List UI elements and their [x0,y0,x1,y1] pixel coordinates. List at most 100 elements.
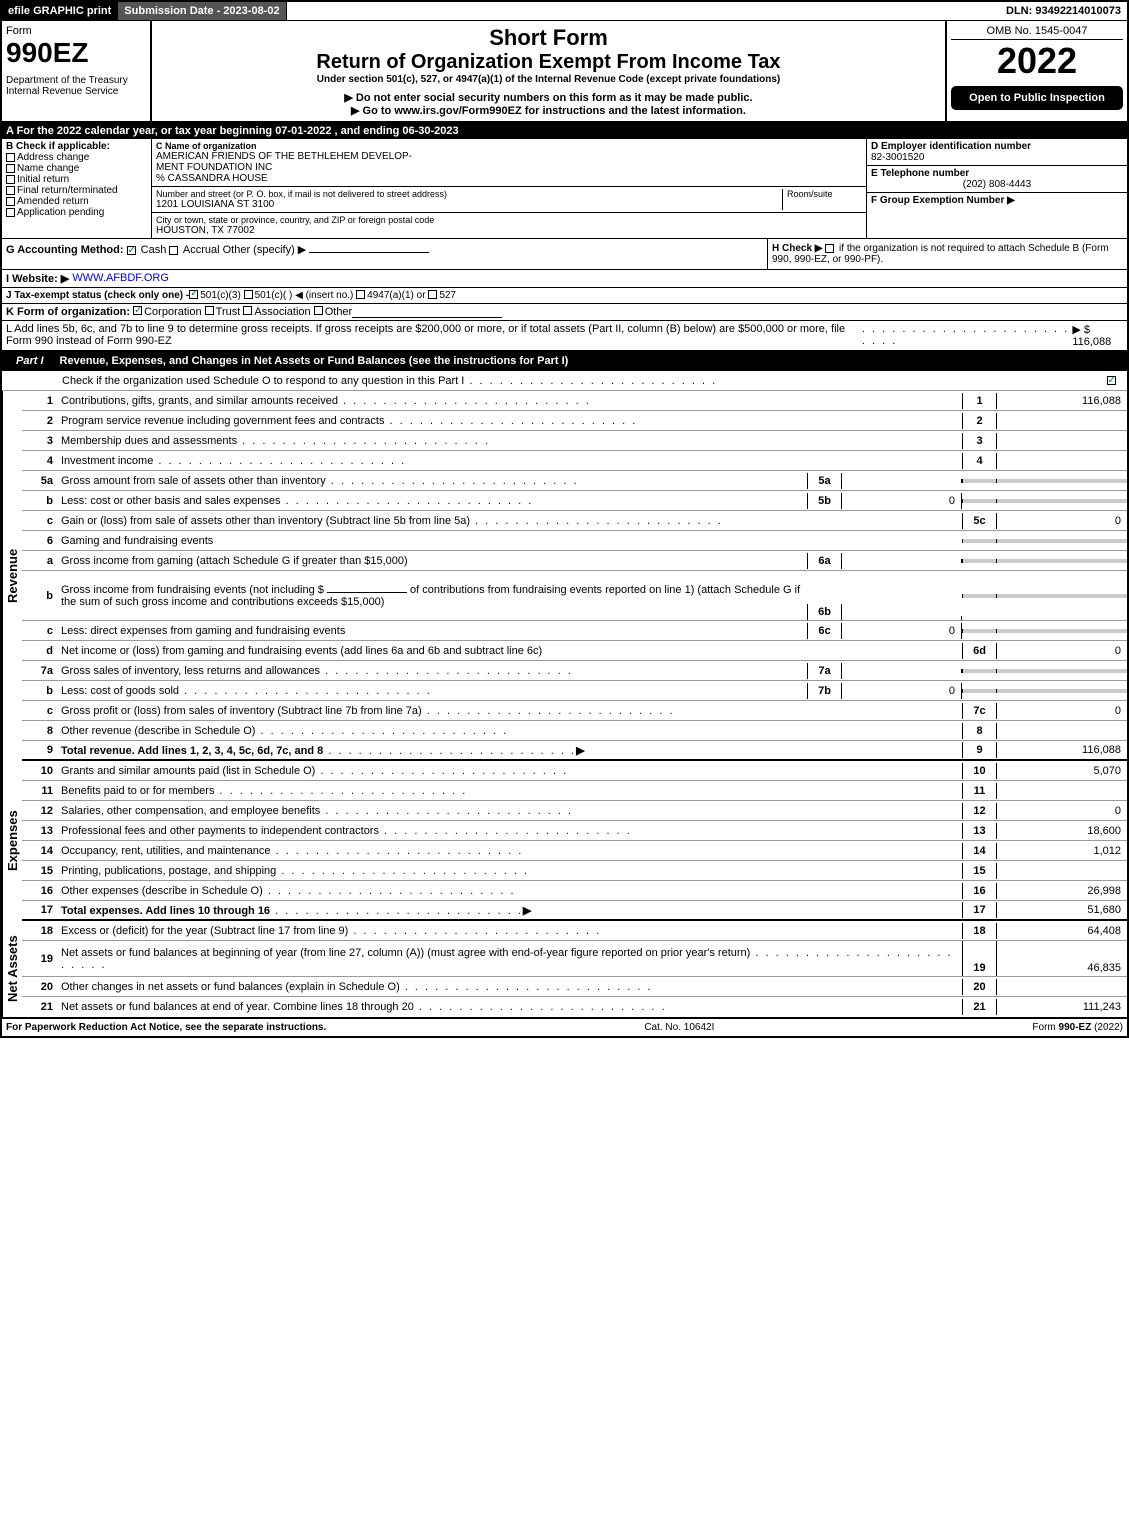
revenue-section: Revenue 1 Contributions, gifts, grants, … [2,391,1127,761]
i-label: I Website: ▶ [6,272,69,285]
line-12: 12 Salaries, other compensation, and emp… [22,801,1127,821]
footer-right: Form 990-EZ (2022) [1032,1022,1123,1033]
line-13: 13 Professional fees and other payments … [22,821,1127,841]
cb-trust[interactable] [205,306,214,315]
org-name-2: MENT FOUNDATION INC [156,162,862,173]
cb-initial-return[interactable]: Initial return [6,174,147,185]
line-11: 11 Benefits paid to or for members 11 [22,781,1127,801]
line-4: 4 Investment income 4 [22,451,1127,471]
dept-irs: Internal Revenue Service [6,86,146,97]
submission-date: Submission Date - 2023-08-02 [118,2,286,20]
line-7b: b Less: cost of goods sold 7b 0 [22,681,1127,701]
c-street-cell: Number and street (or P. O. box, if mail… [152,187,866,213]
l-text: L Add lines 5b, 6c, and 7b to line 9 to … [6,323,862,348]
line-18: 18 Excess or (deficit) for the year (Sub… [22,921,1127,941]
row-i-website: I Website: ▶ WWW.AFBDF.ORG [2,270,1127,288]
col-c-org: C Name of organization AMERICAN FRIENDS … [152,139,867,238]
expenses-section: Expenses 10 Grants and similar amounts p… [2,761,1127,921]
row-gh: G Accounting Method: Cash Accrual Other … [2,239,1127,270]
line-8: 8 Other revenue (describe in Schedule O)… [22,721,1127,741]
line-20: 20 Other changes in net assets or fund b… [22,977,1127,997]
org-name-1: AMERICAN FRIENDS OF THE BETHLEHEM DEVELO… [156,151,862,162]
g-accounting: G Accounting Method: Cash Accrual Other … [2,239,767,269]
form-header: Form 990EZ Department of the Treasury In… [2,21,1127,123]
k-other-input[interactable] [352,306,502,318]
cb-application-pending[interactable]: Application pending [6,207,147,218]
dln-label: DLN: 93492214010073 [1000,2,1127,20]
cb-schedule-b[interactable] [825,244,834,253]
cb-name-change[interactable]: Name change [6,163,147,174]
6b-amount-input[interactable] [327,592,407,593]
form-word: Form [6,25,146,37]
part-1-title: Revenue, Expenses, and Changes in Net As… [60,355,569,367]
cb-accrual[interactable] [169,246,178,255]
d-label: D Employer identification number [871,141,1123,152]
line-3: 3 Membership dues and assessments 3 [22,431,1127,451]
line-7c: c Gross profit or (loss) from sales of i… [22,701,1127,721]
e-label: E Telephone number [871,168,1123,179]
d-ein-cell: D Employer identification number 82-3001… [867,139,1127,166]
line-6c: c Less: direct expenses from gaming and … [22,621,1127,641]
line-6a: a Gross income from gaming (attach Sched… [22,551,1127,571]
cb-501c3[interactable] [189,290,198,299]
part-1-check-row: Check if the organization used Schedule … [2,371,1127,391]
tax-year: 2022 [951,40,1123,82]
footer-left: For Paperwork Reduction Act Notice, see … [6,1022,326,1033]
c-name-cell: C Name of organization AMERICAN FRIENDS … [152,139,866,187]
line-a-period: A For the 2022 calendar year, or tax yea… [2,123,1127,139]
line-16: 16 Other expenses (describe in Schedule … [22,881,1127,901]
cb-address-change[interactable]: Address change [6,152,147,163]
return-title: Return of Organization Exempt From Incom… [156,51,941,74]
top-bar: efile GRAPHIC print Submission Date - 20… [2,2,1127,21]
k-label: K Form of organization: [6,306,130,318]
city-value: HOUSTON, TX 77002 [156,225,862,236]
under-section: Under section 501(c), 527, or 4947(a)(1)… [156,74,941,85]
row-k-org-form: K Form of organization: Corporation Trus… [2,304,1127,321]
cb-4947[interactable] [356,290,365,299]
line-14: 14 Occupancy, rent, utilities, and maint… [22,841,1127,861]
cb-other-org[interactable] [314,306,323,315]
part-1-check-text: Check if the organization used Schedule … [2,373,1097,389]
omb-number: OMB No. 1545-0047 [951,25,1123,40]
line-7a: 7a Gross sales of inventory, less return… [22,661,1127,681]
cb-association[interactable] [243,306,252,315]
form-container: efile GRAPHIC print Submission Date - 20… [0,0,1129,1038]
line-17: 17 Total expenses. Add lines 10 through … [22,901,1127,921]
efile-print-label[interactable]: efile GRAPHIC print [2,2,118,20]
part-1-label: Part I [8,353,52,369]
cb-corporation[interactable] [133,306,142,315]
f-group-cell: F Group Exemption Number ▶ [867,193,1127,208]
j-label: J Tax-exempt status (check only one) - [6,290,189,301]
street-value: 1201 LOUISIANA ST 3100 [156,199,782,210]
l-value: ▶ $ 116,088 [1072,323,1123,348]
dept-treasury: Department of the Treasury [6,75,146,86]
line-5c: c Gain or (loss) from sale of assets oth… [22,511,1127,531]
header-center: Short Form Return of Organization Exempt… [152,21,947,121]
cb-amended-return[interactable]: Amended return [6,196,147,207]
f-label: F Group Exemption Number ▶ [871,195,1015,206]
cb-schedule-o[interactable] [1107,376,1116,385]
line-15: 15 Printing, publications, postage, and … [22,861,1127,881]
line-6: 6 Gaming and fundraising events [22,531,1127,551]
c-name-label: C Name of organization [156,141,862,151]
line-5a: 5a Gross amount from sale of assets othe… [22,471,1127,491]
g-label: G Accounting Method: [6,244,124,256]
street-label: Number and street (or P. O. box, if mail… [156,189,782,199]
col-def: D Employer identification number 82-3001… [867,139,1127,238]
line-6b: b Gross income from fundraising events (… [22,571,1127,621]
cb-501c[interactable] [244,290,253,299]
line-2: 2 Program service revenue including gove… [22,411,1127,431]
website-link[interactable]: WWW.AFBDF.ORG [72,272,169,285]
line-6d: d Net income or (loss) from gaming and f… [22,641,1127,661]
city-label: City or town, state or province, country… [156,215,862,225]
g-other-input[interactable] [309,252,429,253]
cb-527[interactable] [428,290,437,299]
goto-link[interactable]: ▶ Go to www.irs.gov/Form990EZ for instru… [156,104,941,117]
header-right: OMB No. 1545-0047 2022 Open to Public In… [947,21,1127,121]
line-1: 1 Contributions, gifts, grants, and simi… [22,391,1127,411]
header-left: Form 990EZ Department of the Treasury In… [2,21,152,121]
cb-final-return[interactable]: Final return/terminated [6,185,147,196]
h-schedule-b: H Check ▶ if the organization is not req… [767,239,1127,269]
line-9: 9 Total revenue. Add lines 1, 2, 3, 4, 5… [22,741,1127,761]
cb-cash[interactable] [127,246,136,255]
